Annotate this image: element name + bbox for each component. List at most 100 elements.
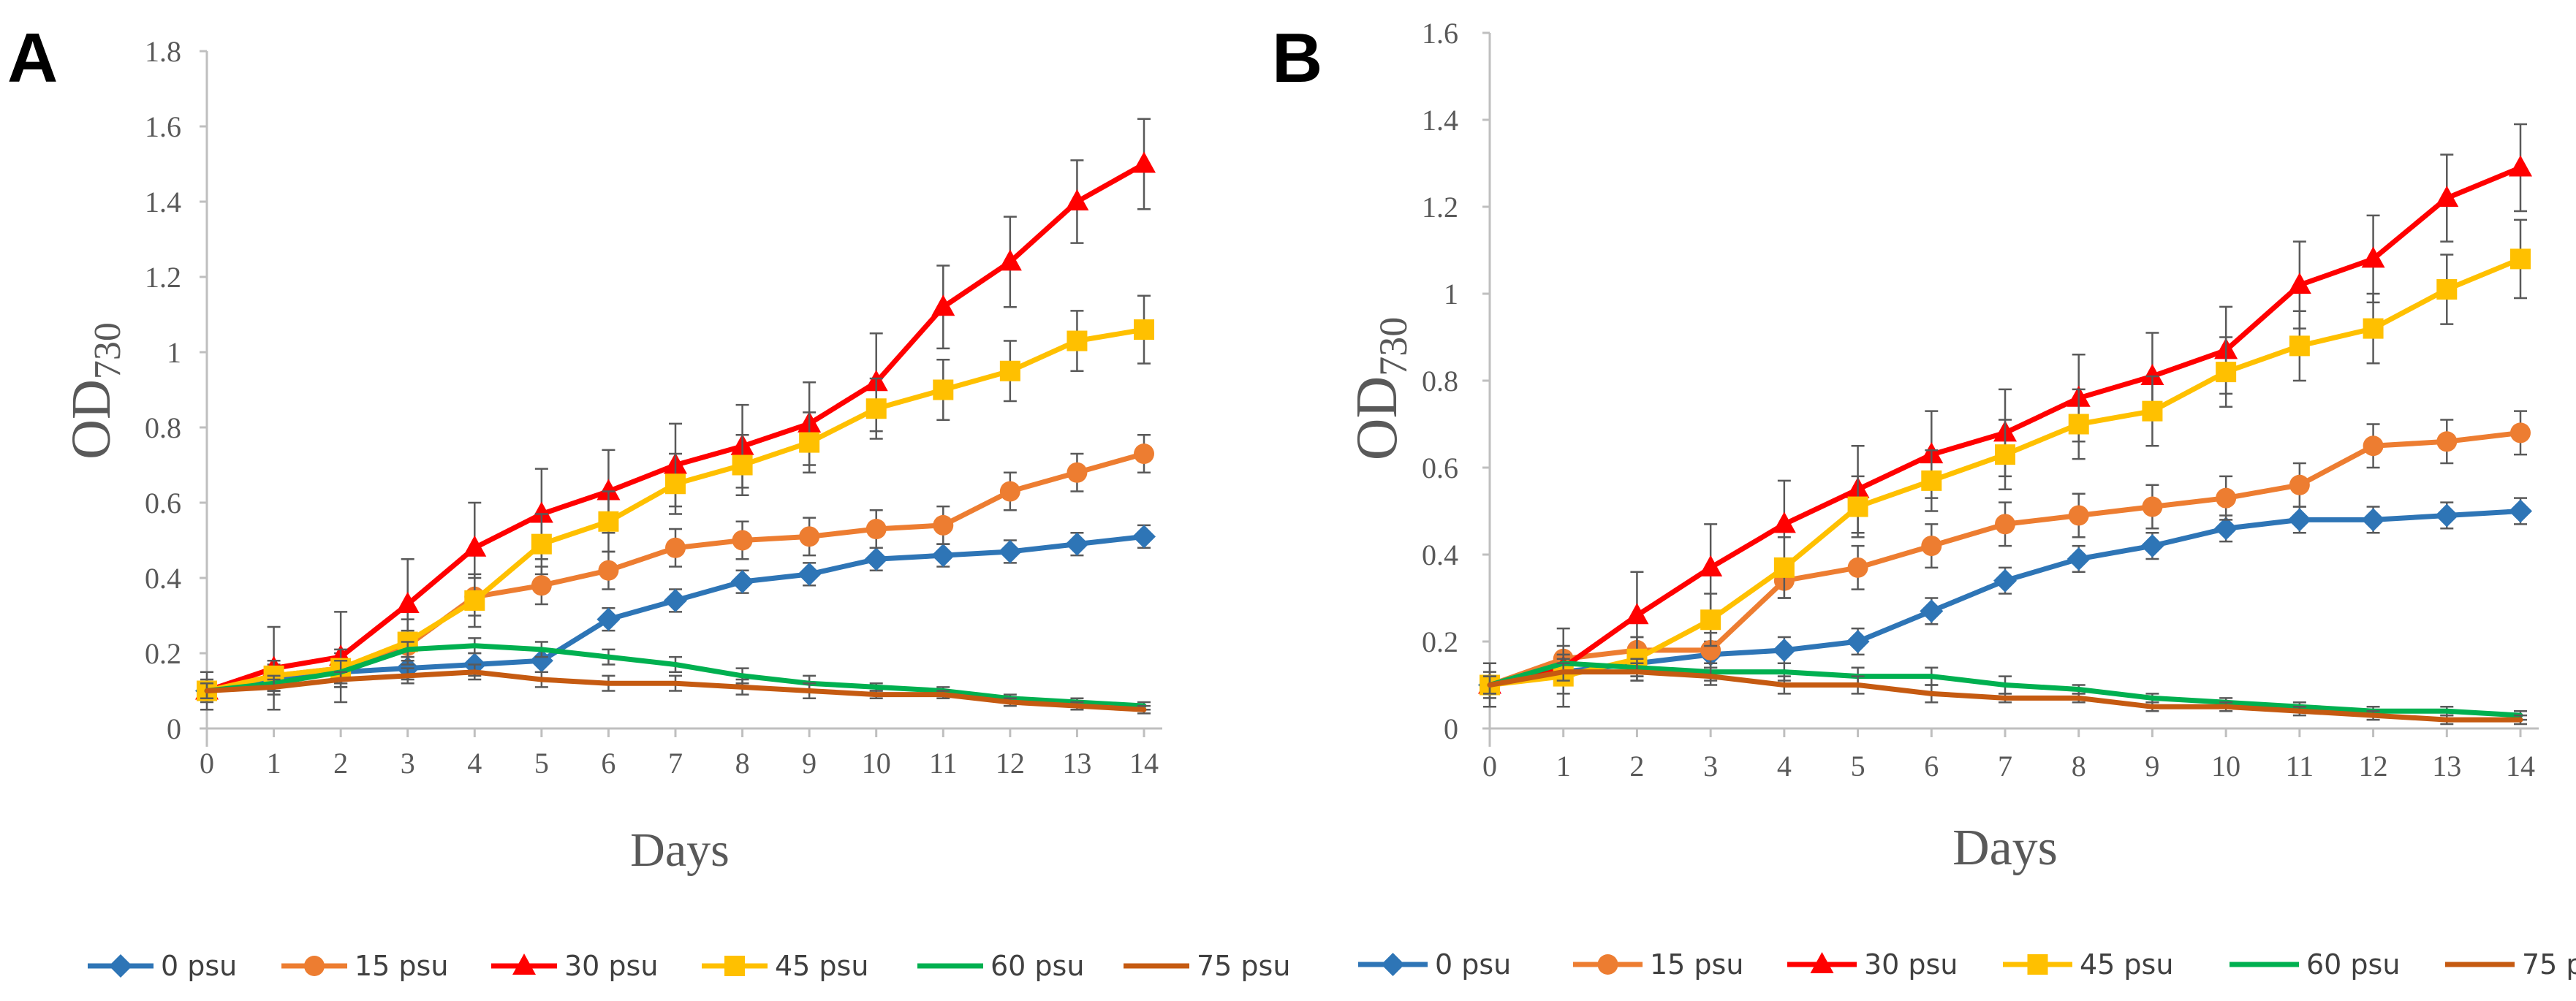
data-point (2289, 335, 2310, 357)
data-point (2068, 414, 2089, 435)
data-point (2510, 422, 2531, 444)
data-point (2509, 499, 2532, 523)
data-point (1847, 496, 1868, 517)
legend-marker (1381, 953, 1405, 976)
data-point (798, 562, 822, 586)
legend-marker (109, 954, 132, 978)
legend-item: 60 psu (2230, 948, 2400, 981)
legend-item: 60 psu (917, 950, 1084, 982)
y-tick-label: 0 (167, 712, 181, 745)
x-tick-label: 14 (1129, 747, 1159, 780)
data-point (1067, 462, 1088, 483)
data-point (2289, 474, 2310, 495)
legend-item: 0 psu (88, 950, 237, 982)
data-point (2142, 496, 2163, 517)
data-point (2067, 547, 2091, 571)
legend-label: 0 psu (161, 950, 237, 982)
legend-label: 30 psu (1864, 948, 1958, 981)
y-axis-title: OD730 (1345, 317, 1415, 461)
y-tick-label: 0.2 (145, 637, 181, 670)
data-point (1772, 511, 1796, 533)
data-point (2436, 431, 2458, 452)
data-point (865, 398, 887, 419)
legend: 0 psu 15 psu 30 psu 45 psu 60 psu 75 psu (1358, 948, 2576, 981)
y-tick-label: 0.2 (1422, 625, 1458, 658)
legend-label: 60 psu (990, 950, 1084, 982)
x-tick-label: 5 (534, 747, 549, 780)
legend-item: 75 psu (2445, 948, 2576, 981)
y-axis-title: OD730 (61, 322, 129, 460)
data-point (1993, 568, 2017, 593)
data-point (1699, 555, 1723, 576)
data-point (529, 649, 553, 673)
data-point (598, 511, 619, 532)
data-point (931, 294, 955, 316)
data-point (665, 537, 686, 558)
y-tick-label: 0.6 (145, 487, 181, 519)
series-line (1487, 669, 2523, 723)
series-45-psu (1480, 218, 2531, 699)
y-tick-label: 1.2 (145, 261, 181, 294)
x-tick-label: 12 (2359, 750, 2388, 783)
y-tick-label: 0.8 (145, 411, 181, 444)
x-tick-label: 1 (267, 747, 281, 780)
data-point (1921, 470, 1942, 491)
data-point (2363, 435, 2384, 457)
data-point (999, 481, 1020, 502)
series-line (1487, 661, 2523, 718)
data-point (1065, 189, 1089, 210)
panel-label: A (7, 19, 58, 97)
x-tick-label: 2 (333, 747, 348, 780)
legend-label: 15 psu (355, 950, 448, 982)
x-tick-label: 9 (802, 747, 817, 780)
x-tick-label: 8 (735, 747, 750, 780)
legend-item: 45 psu (2003, 948, 2173, 981)
legend-item: 15 psu (281, 950, 448, 982)
data-point (1134, 319, 1154, 340)
y-tick-label: 0.4 (1422, 538, 1458, 571)
y-tick-label: 1.6 (145, 110, 181, 143)
x-tick-label: 8 (2072, 750, 2086, 783)
legend-marker (1810, 952, 1834, 973)
data-point (730, 570, 754, 594)
series-line (204, 669, 1147, 712)
legend-label: 60 psu (2306, 948, 2400, 981)
x-axis-title: Days (1952, 820, 2058, 876)
x-tick-label: 7 (1998, 750, 2012, 783)
x-tick-label: 5 (1851, 750, 1865, 783)
y-tick-label: 1.4 (1422, 104, 1458, 137)
series-30-psu (1478, 123, 2532, 708)
data-point (395, 592, 420, 614)
data-point (2068, 505, 2089, 526)
chart-panel-B: B00.20.40.60.811.21.41.60 1 2 3 4 5 6 7 8 9 10 11 12… (1272, 17, 2576, 981)
data-point (1132, 525, 1156, 549)
y-tick-label: 0 (1444, 712, 1458, 745)
series-75-psu (200, 663, 1151, 715)
data-point (2361, 508, 2385, 532)
data-point (2216, 487, 2237, 509)
x-tick-label: 6 (1924, 750, 1939, 783)
data-point (2361, 246, 2385, 268)
data-point (732, 454, 753, 476)
data-point (2142, 400, 2163, 422)
series-line (204, 643, 1147, 709)
chart-panel-A: A00.20.40.60.811.21.41.61.80 1 2 3 4 5 6 7 8 9 10 1… (7, 19, 1290, 982)
x-tick-label: 3 (1703, 750, 1718, 783)
x-tick-label: 0 (1482, 750, 1497, 783)
x-tick-label: 11 (2286, 750, 2314, 783)
data-point (732, 530, 753, 551)
data-point (2436, 279, 2458, 300)
data-point (1920, 599, 1944, 623)
data-point (931, 544, 955, 568)
data-point (1067, 330, 1088, 351)
data-point (464, 590, 485, 611)
data-point (531, 575, 552, 596)
y-tick-label: 1 (167, 336, 181, 369)
x-tick-label: 3 (401, 747, 415, 780)
data-point (1773, 557, 1795, 578)
series-75-psu (1483, 662, 2527, 726)
y-tick-label: 0.4 (145, 562, 181, 595)
data-point (864, 547, 888, 571)
legend-marker (2027, 954, 2048, 975)
